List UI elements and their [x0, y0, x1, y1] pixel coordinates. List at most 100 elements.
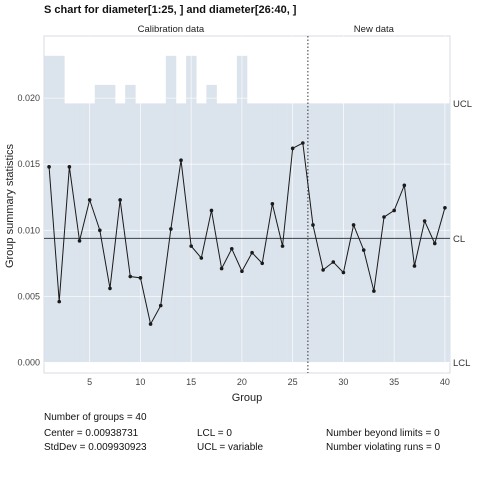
y-tick-label: 0.015 [17, 159, 40, 169]
ucl-band-segment [277, 103, 288, 363]
ucl-band-segment [64, 103, 75, 363]
data-point [341, 270, 346, 275]
phase-label: Calibration data [138, 24, 205, 35]
data-point [209, 208, 214, 213]
data-point [422, 219, 427, 223]
lcl-label: LCL [453, 358, 470, 369]
ucl-band-segment [368, 103, 380, 363]
data-point [443, 206, 447, 210]
summary-stddev: StdDev = 0.009930923 [44, 442, 147, 453]
data-point [372, 289, 376, 293]
ucl-band-segment [307, 103, 319, 363]
ucl-band-segment [409, 103, 420, 363]
y-tick-label: 0.005 [17, 291, 40, 301]
data-point [118, 198, 122, 202]
y-tick-label: 0.010 [17, 225, 40, 235]
data-point [98, 228, 102, 233]
data-point [108, 286, 112, 291]
ucl-band-segment [297, 103, 309, 363]
data-point [290, 146, 295, 151]
x-tick-label: 30 [338, 377, 348, 387]
ucl-band-segment [348, 103, 359, 363]
data-point [47, 165, 51, 169]
data-point [280, 244, 285, 248]
data-point [331, 260, 336, 264]
ucl-band-segment [257, 103, 268, 363]
data-point [402, 183, 407, 188]
summary-center: Center = 0.00938731 [44, 428, 139, 439]
data-point [219, 266, 224, 271]
data-point [138, 276, 143, 280]
series-line [48, 142, 446, 326]
ucl-band-segment [44, 55, 55, 363]
ucl-band-segment [358, 103, 370, 363]
summary-groups: Number of groups = 40 [44, 412, 147, 423]
ucl-band-segment [145, 103, 156, 363]
data-point [351, 223, 356, 227]
data-point [128, 274, 133, 279]
ucl-band-segment [247, 103, 258, 363]
ucl-band-segment [318, 103, 329, 363]
x-tick-label: 10 [135, 377, 145, 387]
ucl-band-segment [165, 55, 177, 363]
data-point [311, 223, 315, 227]
chart-title: S chart for diameter[1:25, ] and diamete… [44, 4, 297, 16]
ucl-band-segment [419, 103, 430, 363]
ucl-band-segment [115, 103, 126, 363]
data-point [412, 264, 417, 268]
ucl-band-segment [328, 103, 339, 363]
ucl-band-segment [94, 84, 106, 363]
data-point [229, 246, 234, 251]
data-point [432, 241, 437, 246]
x-axis-label: Group [232, 392, 263, 404]
x-tick-label: 5 [87, 377, 92, 387]
x-tick-label: 15 [186, 377, 196, 387]
y-tick-label: 0.020 [17, 93, 40, 103]
data-point [57, 299, 62, 304]
data-point [270, 202, 275, 206]
ucl-band-segment [378, 103, 390, 363]
summary-lcl: LCL = 0 [197, 428, 232, 439]
ucl-band-segment [196, 103, 207, 363]
data-point [87, 198, 92, 202]
data-point [158, 303, 163, 308]
grid-lines [44, 36, 450, 373]
summary-violating-runs: Number violating runs = 0 [326, 442, 441, 453]
x-tick-label: 25 [288, 377, 298, 387]
ucl-band-segment [429, 103, 441, 363]
ucl-band-segment [226, 103, 238, 363]
data-point [392, 208, 396, 213]
data-point [169, 227, 173, 231]
ucl-band-segment [216, 103, 227, 363]
data-point [361, 248, 366, 252]
ucl-band-segment [125, 84, 136, 363]
data-point [321, 268, 325, 272]
x-tick-label: 35 [389, 377, 399, 387]
cl-label: CL [453, 234, 465, 245]
ucl-band-segment [206, 84, 217, 363]
ucl-band-segment [175, 103, 187, 363]
y-tick-label: 0.000 [17, 357, 40, 367]
phase-label: New data [354, 24, 395, 35]
ucl-band-segment [74, 103, 85, 363]
data-point [382, 215, 386, 219]
data-point [199, 256, 204, 260]
data-point [189, 244, 193, 248]
control-limits: UCL CL LCL [44, 99, 472, 369]
summary-beyond-limits: Number beyond limits = 0 [326, 428, 440, 439]
data-point [250, 250, 254, 255]
data-point [67, 165, 72, 169]
ucl-band-segment [54, 55, 65, 363]
data-point [179, 158, 183, 163]
x-tick-label: 20 [237, 377, 247, 387]
data-point [148, 322, 153, 326]
data-point [240, 269, 244, 274]
summary-ucl: UCL = variable [197, 442, 264, 453]
ucl-band-segment [155, 103, 167, 363]
ucl-band-segment [104, 84, 116, 363]
data-point [260, 261, 265, 266]
data-point [301, 141, 305, 145]
ucl-band-segment [399, 103, 410, 363]
